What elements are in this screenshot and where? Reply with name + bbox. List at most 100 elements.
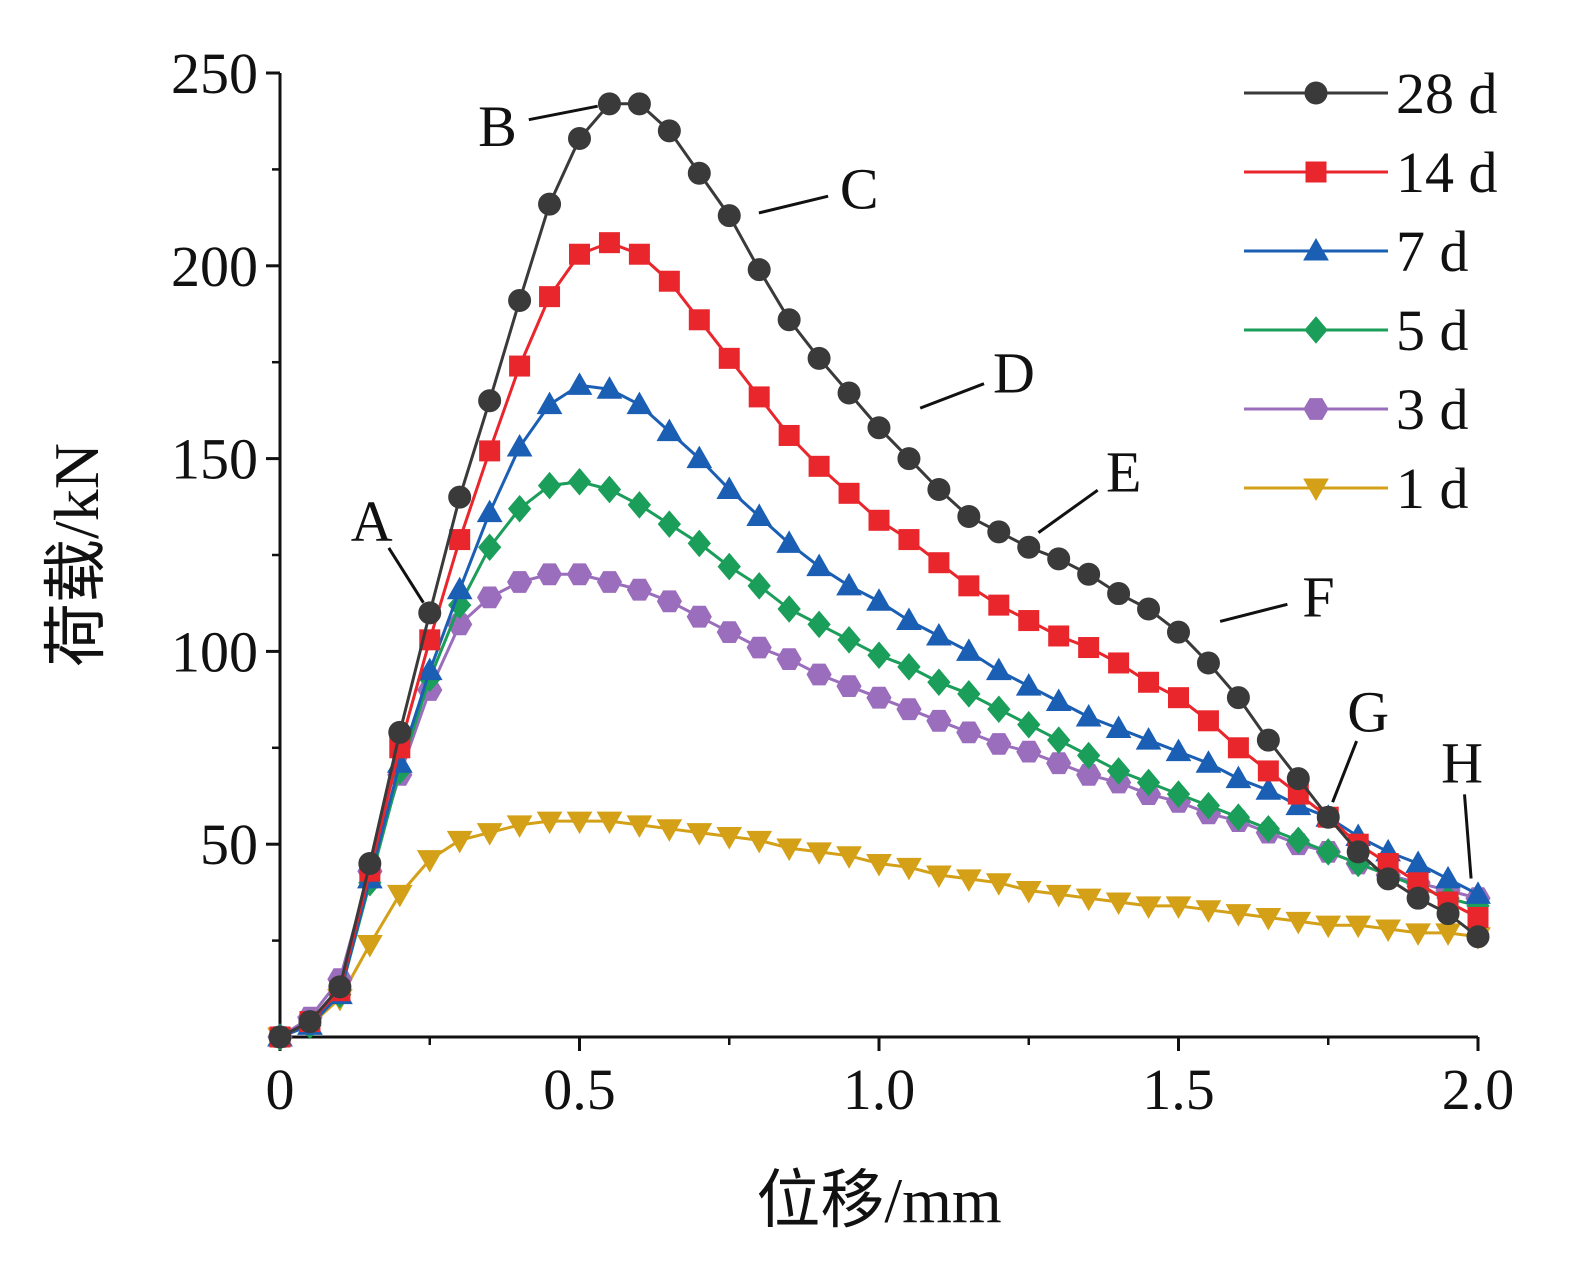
annotation-label-H: H bbox=[1441, 730, 1483, 795]
data-point bbox=[716, 476, 743, 499]
data-point bbox=[566, 563, 593, 586]
data-point bbox=[536, 391, 563, 415]
data-point bbox=[866, 853, 892, 877]
data-point bbox=[868, 509, 890, 531]
data-point bbox=[986, 733, 1012, 755]
data-point bbox=[897, 447, 921, 471]
data-point bbox=[1315, 915, 1342, 939]
annotation-label-A: A bbox=[351, 489, 393, 554]
legend-label: 5 d bbox=[1396, 298, 1469, 363]
y-tick-label: 100 bbox=[171, 619, 258, 684]
data-point bbox=[926, 865, 952, 889]
annotation-layer: A B C D E FGH bbox=[351, 94, 1483, 879]
data-point bbox=[1168, 687, 1189, 709]
annotation-leader bbox=[387, 547, 425, 604]
data-point bbox=[718, 347, 740, 369]
legend-entry: 28 d bbox=[1244, 61, 1498, 126]
data-point bbox=[538, 192, 562, 216]
data-point bbox=[596, 571, 623, 593]
data-point bbox=[1375, 919, 1402, 943]
data-point bbox=[1376, 867, 1400, 891]
data-point bbox=[1105, 715, 1132, 739]
data-point bbox=[1045, 688, 1072, 712]
data-point bbox=[1107, 582, 1131, 606]
data-point bbox=[1436, 902, 1460, 926]
data-point bbox=[1227, 737, 1249, 759]
data-point bbox=[536, 811, 563, 835]
data-point bbox=[898, 529, 920, 551]
annotation-label-C: C bbox=[840, 157, 879, 222]
data-point bbox=[717, 552, 741, 581]
data-point bbox=[1015, 673, 1042, 696]
data-point bbox=[806, 663, 832, 686]
data-point bbox=[1346, 840, 1370, 864]
data-point bbox=[686, 605, 712, 628]
data-point bbox=[716, 826, 743, 850]
data-point bbox=[748, 386, 770, 408]
data-point bbox=[446, 576, 473, 600]
data-point bbox=[927, 477, 951, 501]
series-layer bbox=[267, 92, 1491, 1051]
legend-label: 1 d bbox=[1396, 456, 1469, 521]
data-point bbox=[1137, 597, 1161, 621]
data-point bbox=[358, 851, 382, 875]
data-point bbox=[926, 622, 952, 646]
legend-marker bbox=[1305, 161, 1327, 183]
data-point bbox=[807, 610, 831, 639]
data-point bbox=[896, 857, 922, 881]
data-point bbox=[328, 975, 352, 999]
data-point bbox=[776, 838, 803, 862]
data-point bbox=[658, 270, 680, 292]
data-point bbox=[927, 668, 951, 697]
data-point bbox=[418, 601, 442, 625]
data-point bbox=[687, 161, 711, 185]
x-axis-title: 位移/mm bbox=[756, 1165, 1001, 1236]
data-point bbox=[1135, 896, 1162, 919]
data-point bbox=[477, 533, 502, 562]
annotation-label-B: B bbox=[478, 94, 517, 159]
data-point bbox=[1075, 888, 1102, 912]
data-point bbox=[567, 467, 592, 496]
data-point bbox=[1078, 637, 1100, 659]
data-point bbox=[476, 499, 503, 523]
data-point bbox=[1465, 881, 1491, 904]
data-point bbox=[928, 552, 950, 574]
data-point bbox=[596, 376, 623, 399]
data-point bbox=[1316, 838, 1340, 866]
data-point bbox=[807, 346, 831, 370]
data-point bbox=[627, 491, 652, 519]
y-tick-label: 50 bbox=[200, 812, 258, 877]
data-point bbox=[808, 455, 830, 477]
data-point bbox=[298, 1010, 322, 1034]
data-point bbox=[477, 586, 503, 609]
data-point bbox=[957, 680, 981, 708]
data-point bbox=[1256, 728, 1280, 752]
series-28d bbox=[268, 92, 1490, 1049]
data-point bbox=[956, 721, 982, 744]
legend-marker bbox=[1303, 237, 1329, 261]
y-tick-label: 150 bbox=[171, 427, 258, 492]
data-point bbox=[1286, 767, 1310, 791]
data-point bbox=[867, 416, 891, 440]
data-point bbox=[836, 846, 862, 869]
legend-label: 7 d bbox=[1396, 219, 1469, 284]
data-point bbox=[1165, 896, 1192, 919]
data-point bbox=[1405, 850, 1431, 873]
data-point bbox=[596, 811, 623, 835]
data-point bbox=[1017, 535, 1041, 559]
legend-marker bbox=[1303, 398, 1329, 420]
data-point bbox=[686, 445, 713, 469]
annotation-leader bbox=[1037, 488, 1099, 534]
data-point bbox=[1405, 923, 1431, 946]
data-point bbox=[656, 590, 682, 613]
data-point bbox=[476, 823, 503, 846]
data-point bbox=[1076, 741, 1101, 770]
data-point bbox=[955, 638, 982, 661]
data-point bbox=[987, 520, 1011, 544]
data-point bbox=[386, 884, 413, 908]
data-point bbox=[1197, 710, 1219, 732]
data-point bbox=[1195, 900, 1222, 923]
data-point bbox=[686, 823, 713, 846]
data-point bbox=[1225, 765, 1252, 789]
annotation-label-F: F bbox=[1302, 564, 1334, 629]
